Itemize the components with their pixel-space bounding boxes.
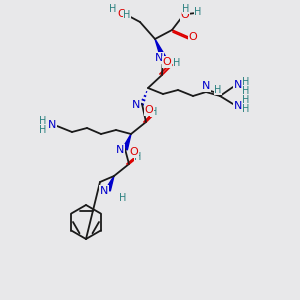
Text: H: H	[242, 86, 250, 96]
Text: H: H	[109, 4, 117, 14]
Text: H: H	[242, 95, 250, 105]
Text: H: H	[194, 7, 202, 17]
Text: H: H	[182, 4, 190, 14]
Text: N: N	[132, 100, 140, 110]
Text: H: H	[173, 58, 181, 68]
Text: O: O	[163, 57, 171, 67]
Text: N: N	[100, 186, 108, 196]
Text: O: O	[118, 9, 126, 19]
Polygon shape	[106, 176, 114, 191]
Text: H: H	[123, 10, 131, 20]
Text: H: H	[119, 193, 127, 203]
Text: O: O	[130, 147, 138, 157]
Text: O: O	[145, 105, 153, 115]
Text: O: O	[181, 10, 189, 20]
Text: H: H	[242, 77, 250, 87]
Text: N: N	[116, 145, 124, 155]
Text: N: N	[234, 101, 242, 111]
Text: H: H	[39, 125, 47, 135]
Polygon shape	[155, 39, 165, 58]
Text: O: O	[189, 32, 197, 42]
Text: H: H	[150, 107, 158, 117]
Text: N: N	[48, 120, 56, 130]
Text: N: N	[234, 80, 242, 90]
Text: H: H	[39, 116, 47, 126]
Text: H: H	[134, 152, 142, 162]
Text: H: H	[242, 104, 250, 114]
Text: N: N	[202, 81, 210, 91]
Text: N: N	[155, 53, 163, 63]
Polygon shape	[123, 134, 131, 150]
Text: H: H	[214, 85, 222, 95]
